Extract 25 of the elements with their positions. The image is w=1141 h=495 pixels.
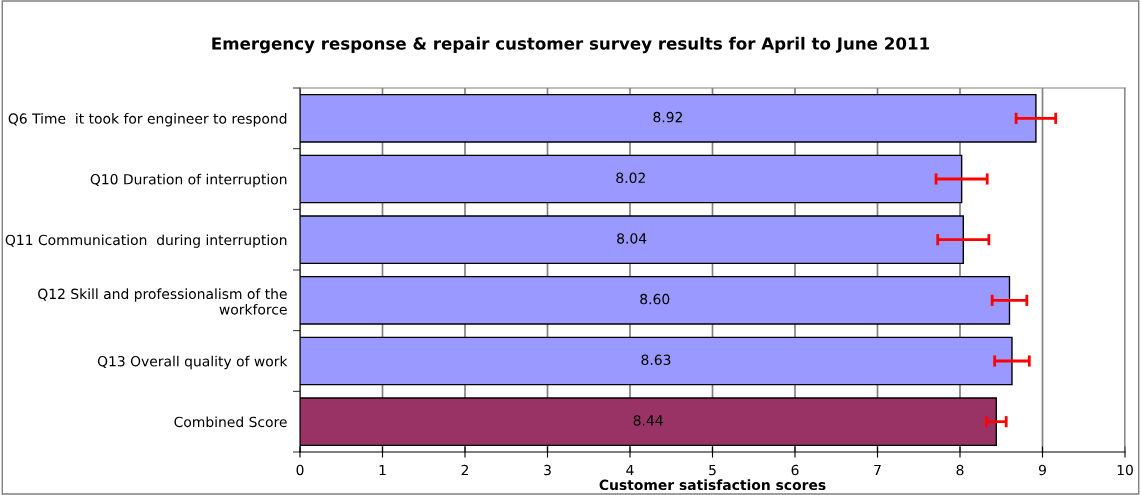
y-tick-label: Q12 Skill and professionalism of the workforce — [38, 288, 287, 315]
x-tick-label: 0 — [296, 464, 304, 476]
x-tick-label: 5 — [709, 464, 716, 476]
data-label: 8.92 — [653, 111, 683, 123]
x-tick-label: 2 — [461, 464, 469, 476]
y-tick-label: Q10 Duration of interruption — [90, 173, 287, 188]
x-tick-label: 9 — [1038, 464, 1046, 476]
x-tick-label: 1 — [379, 464, 386, 476]
data-label: 8.60 — [640, 293, 670, 305]
data-label: 8.02 — [616, 172, 645, 184]
x-tick-label: 3 — [544, 464, 551, 476]
y-tick-label: Q6 Time it took for engineer to respond — [8, 113, 287, 127]
data-label: 8.63 — [641, 354, 671, 366]
y-tick-label: Q11 Communication during interruption — [5, 234, 287, 248]
x-tick-label: 7 — [874, 464, 881, 476]
data-label: 8.44 — [633, 415, 663, 426]
y-tick-label: Combined Score — [174, 416, 287, 428]
x-axis-title: Customer satisfaction scores — [599, 479, 826, 491]
chart-title: Emergency response & repair customer survey results for April to June 2011 — [212, 36, 930, 54]
x-tick-label: 10 — [1117, 464, 1133, 476]
x-tick-label: 8 — [956, 464, 964, 476]
y-tick-label: Q13 Overall quality of work — [97, 355, 288, 370]
x-tick-label: 4 — [626, 464, 634, 476]
data-label: 8.04 — [617, 233, 647, 244]
x-tick-label: 6 — [791, 464, 799, 476]
